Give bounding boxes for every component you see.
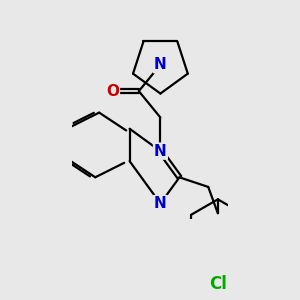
Text: N: N [154, 144, 167, 159]
Text: N: N [154, 57, 167, 72]
Text: O: O [106, 84, 119, 99]
Text: Cl: Cl [209, 275, 227, 293]
Text: N: N [154, 196, 167, 211]
